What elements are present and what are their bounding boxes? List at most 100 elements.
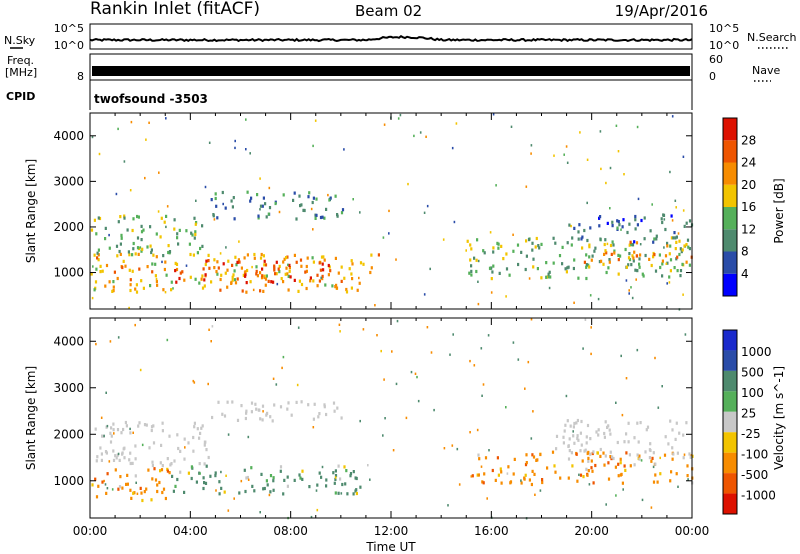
data-cell <box>95 495 99 499</box>
data-speck <box>615 494 617 497</box>
data-cell <box>652 255 655 259</box>
data-cell <box>470 269 473 273</box>
data-speck <box>164 291 167 294</box>
data-cell <box>370 253 373 257</box>
data-cell <box>236 418 240 422</box>
data-cell <box>273 264 276 268</box>
data-speck <box>641 498 644 502</box>
data-cell <box>576 418 579 423</box>
y-tick-label: 3000 <box>53 381 84 395</box>
data-cell <box>298 194 301 198</box>
data-cell <box>213 266 216 270</box>
data-speck <box>532 410 534 413</box>
data-cell <box>265 274 268 278</box>
data-cell <box>572 425 575 429</box>
data-cell <box>100 452 103 456</box>
data-speck <box>391 350 393 353</box>
data-cell <box>218 480 221 484</box>
data-cell <box>174 484 177 488</box>
data-cell <box>119 215 122 219</box>
data-cell <box>591 254 594 258</box>
data-cell <box>570 243 573 247</box>
data-cell <box>193 216 196 220</box>
data-cell <box>161 421 164 425</box>
data-speck <box>165 225 167 229</box>
data-cell <box>505 252 508 256</box>
data-speck <box>376 334 378 337</box>
data-speck <box>590 326 592 329</box>
data-cell <box>140 279 143 283</box>
data-cell <box>263 486 266 491</box>
data-speck <box>666 282 668 285</box>
data-cell <box>302 208 305 212</box>
data-speck <box>362 328 365 331</box>
power-ylabel: Slant Range [km] <box>24 159 38 263</box>
data-cell <box>150 428 153 433</box>
data-cell <box>335 283 338 287</box>
data-speck <box>671 219 674 222</box>
data-cell <box>633 436 636 440</box>
data-cell <box>222 262 225 266</box>
data-speck <box>382 434 384 437</box>
data-cell <box>648 456 651 460</box>
data-speck <box>352 198 354 201</box>
data-cell <box>471 474 474 478</box>
data-speck <box>684 333 687 336</box>
data-cell <box>537 244 540 248</box>
data-cell <box>562 435 565 439</box>
data-cell <box>607 461 610 465</box>
data-cell <box>295 400 298 404</box>
data-cell <box>655 237 658 241</box>
data-cell <box>116 428 120 432</box>
data-cell <box>642 274 645 278</box>
data-cell <box>272 476 275 480</box>
data-cell <box>638 454 641 458</box>
data-speck <box>480 465 483 468</box>
data-cell <box>334 491 337 495</box>
data-speck <box>677 232 680 235</box>
data-cell <box>243 468 246 472</box>
data-cell <box>507 465 510 469</box>
data-speck <box>572 430 574 433</box>
data-cell <box>262 254 265 258</box>
data-cell <box>530 482 533 487</box>
data-cell <box>561 245 564 249</box>
data-cell <box>150 248 153 252</box>
data-cell <box>298 473 301 477</box>
data-speck <box>358 276 360 280</box>
data-cell <box>609 243 613 248</box>
data-cell <box>566 241 569 245</box>
data-cell <box>117 487 120 491</box>
data-cell <box>205 448 208 452</box>
data-cell <box>150 250 153 255</box>
data-cell <box>630 263 633 267</box>
data-cell <box>587 459 590 463</box>
data-cell <box>151 463 154 468</box>
data-cell <box>194 230 197 234</box>
xlabel: Time UT <box>365 540 416 554</box>
data-cell <box>97 248 100 252</box>
data-cell <box>288 266 291 270</box>
data-cell <box>112 285 115 289</box>
data-cell <box>132 247 135 251</box>
data-cell <box>567 444 570 448</box>
data-cell <box>532 265 535 269</box>
data-speck <box>312 426 315 429</box>
data-speck <box>98 152 101 156</box>
nsky-scale-bottom: 10^0 <box>54 39 84 52</box>
data-cell <box>219 277 222 282</box>
nave-label: Nave <box>752 64 780 77</box>
data-cell <box>575 421 578 425</box>
data-cell <box>473 256 476 260</box>
data-cell <box>661 262 664 266</box>
data-cell <box>605 251 608 255</box>
data-speck <box>281 366 283 370</box>
data-speck <box>447 504 449 507</box>
data-speck <box>316 508 319 512</box>
data-cell <box>555 434 559 438</box>
data-cell <box>159 469 162 473</box>
data-cell <box>331 284 334 288</box>
data-cell <box>235 263 238 267</box>
data-speck <box>234 139 236 143</box>
data-cell <box>260 252 263 257</box>
